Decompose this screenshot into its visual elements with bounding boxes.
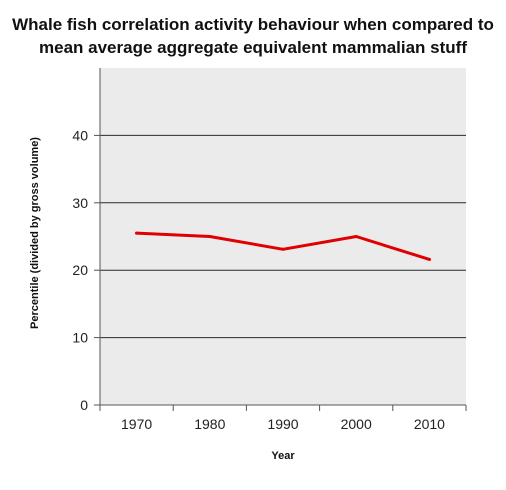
x-tick-label-1970: 1970 — [121, 416, 152, 432]
chart-title: Whale fish correlation activity behaviou… — [12, 15, 494, 57]
data-point-2000 — [354, 235, 358, 238]
plot-area — [100, 68, 466, 405]
x-tick-label-2010: 2010 — [414, 416, 445, 432]
data-point-1970 — [135, 231, 139, 235]
data-point-1990 — [281, 247, 285, 251]
y-tick-label-0: 0 — [80, 397, 88, 413]
axes — [94, 68, 467, 411]
gridlines — [100, 134, 466, 339]
series — [135, 231, 431, 261]
y-tick-label-30: 30 — [72, 195, 88, 211]
x-axis-title: Year — [271, 450, 295, 462]
chart-title-line-1: Whale fish correlation activity behaviou… — [12, 15, 494, 34]
chart-title-line-2: mean average aggregate equivalent mammal… — [39, 38, 467, 57]
x-tick-label-1990: 1990 — [267, 416, 298, 432]
x-tick-label-1980: 1980 — [194, 416, 225, 432]
y-tick-label-20: 20 — [72, 262, 88, 278]
x-tick-label-2000: 2000 — [341, 416, 372, 432]
y-axis-title: Percentile (divided by gross volume) — [29, 137, 41, 329]
tick-labels: 0 10 20 30 40 1970 1980 1990 2000 2010 — [72, 127, 445, 432]
data-point-1980 — [208, 235, 212, 238]
y-tick-label-10: 10 — [72, 330, 88, 346]
y-tick-label-40: 40 — [72, 127, 88, 143]
data-point-2010 — [427, 257, 431, 261]
